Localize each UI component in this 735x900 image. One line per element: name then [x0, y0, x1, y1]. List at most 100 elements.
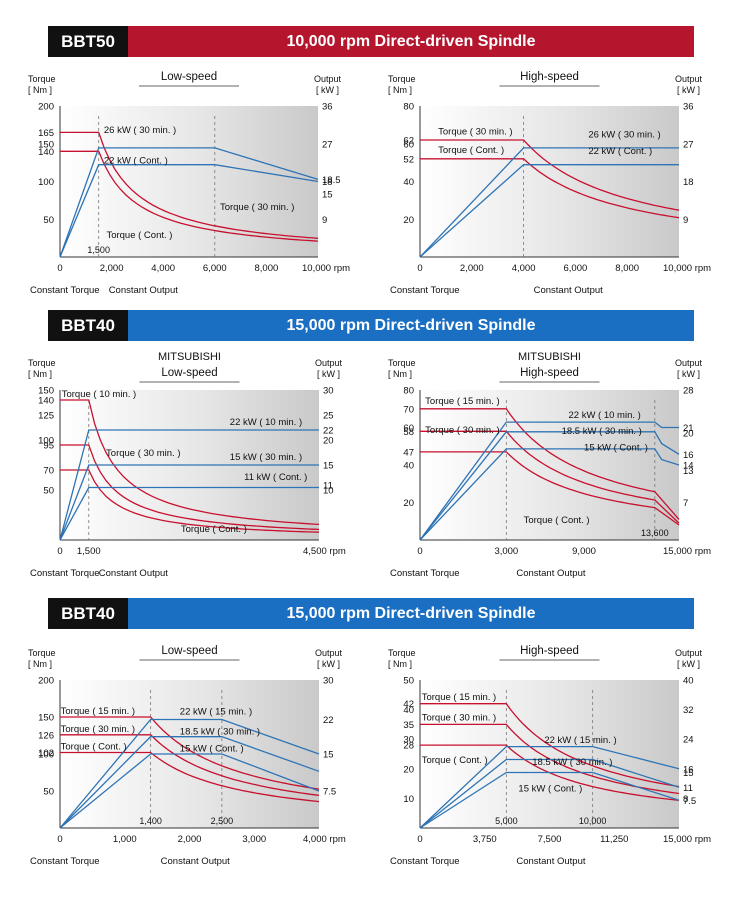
- y-tick-label: 60: [403, 423, 414, 434]
- y-tick-label: 10: [403, 794, 414, 805]
- output-line: [59, 718, 320, 829]
- x-tick-label: 3,750: [473, 834, 497, 845]
- x-tick-label: 4,000: [512, 263, 536, 274]
- y2-axis-title: Output: [675, 74, 703, 84]
- x-tick-label: 3,000: [494, 546, 518, 557]
- series-label: 18.5 kW ( 30 min. ): [180, 726, 260, 737]
- chart-3: MITSUBISHI Low-speed Torque[ Nm ] Output[ k…: [28, 351, 346, 579]
- x-tick-label: 6,000: [564, 263, 588, 274]
- series-label: 22 kW ( 15 min. ): [180, 707, 252, 718]
- y2-tick-label: 20: [683, 428, 694, 439]
- y-tick-label: 20: [403, 498, 414, 509]
- torque-curve: [60, 751, 320, 803]
- y2-tick-label: 21: [683, 423, 694, 434]
- marker-label: 10,000: [579, 816, 607, 826]
- y2-axis-unit: [ kW ]: [677, 659, 700, 669]
- x-tick-label: 11,250: [600, 834, 628, 845]
- output-line: [59, 147, 319, 258]
- series-label: Torque ( 30 min. ): [425, 425, 499, 436]
- torque-curve: [420, 744, 680, 802]
- y2-tick-label: 15: [322, 190, 333, 201]
- y-tick-label: 102: [38, 748, 54, 759]
- series-label: Torque ( Cont. ): [61, 742, 127, 753]
- series-label: Torque ( 10 min. ): [62, 389, 136, 400]
- y-tick-label: 50: [43, 787, 54, 798]
- y2-tick-label: 14: [683, 461, 694, 472]
- y2-axis-unit: [ kW ]: [317, 369, 340, 379]
- y-tick-label: 140: [38, 147, 54, 158]
- series-label: Torque ( 30 min. ): [61, 724, 135, 735]
- x-tick-label: 0: [57, 834, 62, 845]
- x-tick-label: 10,000 rpm: [302, 263, 350, 274]
- y2-tick-label: 15: [323, 461, 334, 472]
- zone-label-constant-torque: Constant Torque: [30, 285, 100, 296]
- x-tick-label: 15,000 rpm: [663, 546, 711, 557]
- chart-4: MITSUBISHI High-speed Torque[ Nm ] Output[ …: [388, 351, 711, 579]
- zone-label-constant-output: Constant Output: [161, 856, 231, 867]
- chart-heading: High-speed: [520, 71, 579, 83]
- output-line: [59, 736, 320, 829]
- y2-axis-unit: [ kW ]: [317, 659, 340, 669]
- chart-heading: High-speed: [520, 645, 579, 657]
- y2-axis-unit: [ kW ]: [677, 85, 700, 95]
- series-label: Torque ( Cont. ): [106, 230, 172, 241]
- y-axis-title: Torque: [28, 358, 56, 368]
- chart-heading: Low-speed: [161, 645, 217, 657]
- y2-tick-label: 24: [683, 735, 694, 746]
- series-label: Torque ( Cont. ): [422, 755, 488, 766]
- series-label: 18.5 kW ( 30 min. ): [562, 426, 642, 437]
- torque-curve: [420, 451, 680, 526]
- y2-tick-label: 40: [683, 676, 694, 687]
- x-tick-label: 9,000: [572, 546, 596, 557]
- chart-heading: High-speed: [520, 367, 579, 379]
- spindle-title: 15,000 rpm Direct-driven Spindle: [128, 598, 694, 629]
- output-line: [419, 164, 679, 258]
- marker-label: 1,400: [139, 816, 162, 826]
- torque-curve: [60, 444, 320, 531]
- plot-area: [420, 106, 679, 257]
- spindle-model-tag: BBT40: [48, 598, 128, 629]
- zone-label-constant-torque: Constant Torque: [390, 856, 460, 867]
- torque-curve: [420, 723, 680, 795]
- vendor-label: MITSUBISHI: [518, 351, 581, 363]
- series-label: 22 kW ( 10 min. ): [230, 417, 302, 428]
- y-tick-label: 80: [403, 386, 414, 397]
- y-tick-label: 35: [403, 720, 414, 731]
- series-label: 18.5 kW ( 30 min. ): [532, 757, 612, 768]
- torque-curve: [420, 408, 680, 520]
- y2-tick-label: 20: [323, 436, 334, 447]
- y-tick-label: 47: [403, 447, 414, 458]
- plot-area: [60, 106, 318, 257]
- x-tick-label: 0: [417, 834, 422, 845]
- y2-tick-label: 7.5: [323, 787, 336, 798]
- series-label: 22 kW ( Cont. ): [104, 155, 168, 166]
- output-line: [419, 745, 680, 829]
- y2-tick-label: 9: [683, 215, 688, 226]
- zone-label-constant-output: Constant Output: [516, 856, 586, 867]
- output-line: [419, 758, 680, 829]
- zone-label-constant-torque: Constant Torque: [390, 285, 460, 296]
- y2-tick-label: 30: [323, 386, 334, 397]
- series-label: Torque ( 15 min. ): [425, 396, 499, 407]
- y-tick-label: 80: [403, 102, 414, 113]
- y2-axis-unit: [ kW ]: [677, 369, 700, 379]
- output-line: [419, 448, 680, 541]
- x-tick-label: 15,000 rpm: [663, 834, 711, 845]
- y-tick-label: 60: [403, 139, 414, 150]
- y-tick-label: 140: [38, 396, 54, 407]
- x-tick-label: 1,500: [77, 546, 101, 557]
- marker-label: 13,600: [641, 528, 669, 538]
- y-tick-label: 100: [38, 436, 54, 447]
- y2-tick-label: 36: [683, 102, 694, 113]
- y-tick-label: 50: [43, 486, 54, 497]
- y2-tick-label: 25: [323, 411, 334, 422]
- y-tick-label: 40: [403, 461, 414, 472]
- y-tick-label: 126: [38, 730, 54, 741]
- y-tick-label: 125: [38, 411, 54, 422]
- x-tick-label: 0: [417, 263, 422, 274]
- y-tick-label: 165: [38, 128, 54, 139]
- spindle-title: 15,000 rpm Direct-driven Spindle: [128, 310, 694, 341]
- series-label: 15 kW ( 30 min. ): [230, 452, 302, 463]
